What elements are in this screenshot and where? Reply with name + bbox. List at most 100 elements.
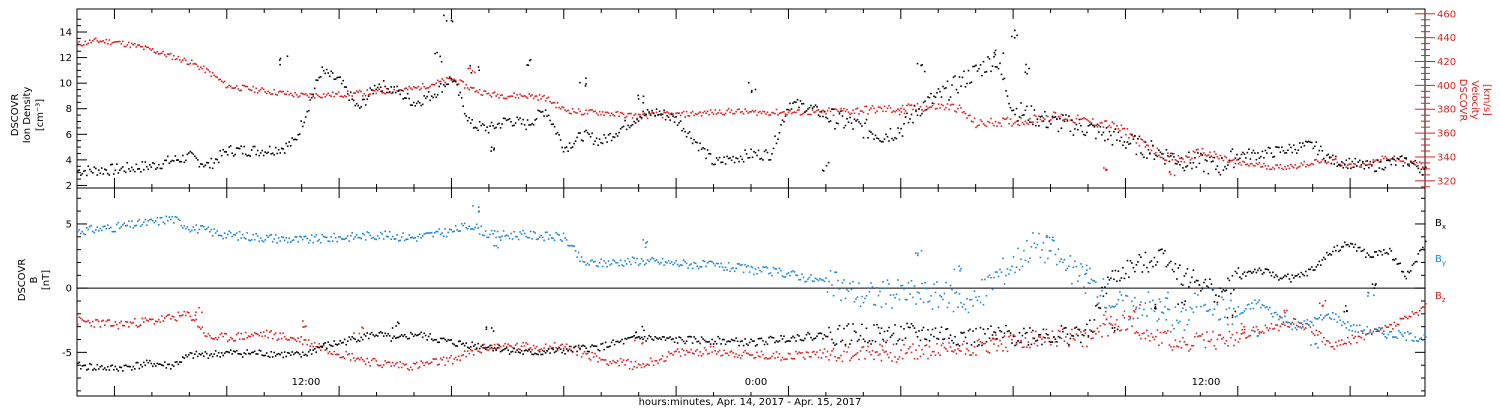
by-point [1162, 312, 1165, 314]
by-point [1408, 333, 1411, 335]
velocity-point [444, 81, 446, 84]
velocity-point [1303, 160, 1306, 163]
ion-density-point [322, 69, 325, 72]
bx-point [1320, 264, 1322, 266]
velocity-point [745, 110, 748, 112]
by-point [727, 262, 730, 264]
velocity-point [1188, 156, 1190, 158]
velocity-point [829, 110, 832, 113]
by-point [200, 225, 202, 227]
by-point [661, 257, 664, 260]
bz-point [1060, 337, 1063, 340]
by-point [478, 206, 480, 208]
by-point [943, 292, 946, 295]
ion-density-point [907, 121, 910, 124]
velocity-point [693, 114, 695, 117]
velocity-point [943, 108, 946, 111]
bz-point [1114, 323, 1117, 326]
bz-point [1299, 322, 1301, 324]
velocity-point [609, 114, 611, 117]
bz-point [375, 360, 377, 362]
bx-point [1398, 262, 1400, 265]
velocity-point [715, 113, 718, 115]
by-point [1228, 307, 1231, 309]
velocity-point [1375, 159, 1378, 161]
bx-point [1236, 272, 1238, 275]
bz-point [480, 351, 482, 354]
ion-density-point [1063, 120, 1066, 123]
by-point [231, 235, 233, 238]
ion-density-point [1194, 157, 1196, 159]
bx-point [615, 340, 617, 343]
bz-point [792, 358, 794, 360]
velocity-point [535, 95, 538, 97]
bx-point [847, 323, 850, 325]
bz-point [609, 361, 611, 363]
bx-point [1023, 327, 1025, 330]
bz-point [793, 358, 796, 360]
bx-point [1249, 270, 1252, 273]
velocity-point [625, 115, 628, 118]
by-point [565, 239, 568, 241]
velocity-point [1242, 160, 1244, 163]
bz-point [1398, 323, 1400, 326]
by-point [810, 274, 812, 276]
bx-point [1015, 341, 1018, 344]
by-point [666, 262, 668, 264]
ion-density-point [832, 108, 835, 110]
bz-point [981, 341, 983, 344]
bz-point [1200, 335, 1202, 337]
ion-density-point [709, 153, 712, 155]
velocity-point [1149, 151, 1151, 154]
ion-density-point [994, 53, 997, 56]
ion-density-point [84, 169, 87, 172]
by-point [793, 271, 796, 273]
velocity-point [1369, 163, 1372, 165]
ion-density-point [825, 116, 827, 119]
ion-density-point [179, 160, 181, 163]
bx-point [913, 327, 916, 329]
ion-density-point [1395, 164, 1397, 166]
by-point [210, 228, 213, 231]
by-point [663, 264, 665, 266]
bx-point [171, 364, 174, 366]
velocity-point [801, 113, 803, 116]
by-point [1008, 273, 1010, 275]
ion-density-point [1302, 142, 1304, 144]
bx-point [1135, 264, 1138, 266]
bx-point [1377, 254, 1379, 256]
velocity-point [96, 40, 99, 42]
bx-point [295, 351, 298, 353]
ion-density-point [556, 131, 559, 134]
velocity-point [229, 85, 232, 88]
by-point [804, 280, 806, 283]
by-point [477, 211, 480, 213]
ion-density-point [726, 155, 728, 158]
bz-point [1336, 345, 1339, 347]
velocity-point [1074, 122, 1076, 124]
bz-point [910, 351, 913, 354]
bz-point [108, 319, 111, 321]
by-point [1114, 305, 1117, 307]
by-point [489, 233, 491, 236]
bz-point [1251, 329, 1253, 332]
bx-point [398, 322, 400, 325]
by-point [120, 225, 123, 228]
velocity-point [397, 89, 400, 91]
bz-point [1103, 314, 1105, 316]
by-point [924, 281, 926, 284]
bx-point [1315, 266, 1318, 268]
velocity-point [343, 95, 346, 97]
bz-point [904, 352, 907, 355]
velocity-point [126, 44, 129, 46]
bx-point [1041, 343, 1043, 346]
velocity-point [703, 110, 706, 113]
ion-density-point [134, 170, 136, 173]
ion-density-point [1066, 120, 1069, 122]
bx-point [1342, 245, 1345, 248]
bx-point [979, 326, 982, 329]
ion-density-point [1383, 168, 1385, 171]
bz-point [364, 363, 367, 366]
velocity-point [116, 41, 118, 43]
bz-point [256, 333, 259, 335]
